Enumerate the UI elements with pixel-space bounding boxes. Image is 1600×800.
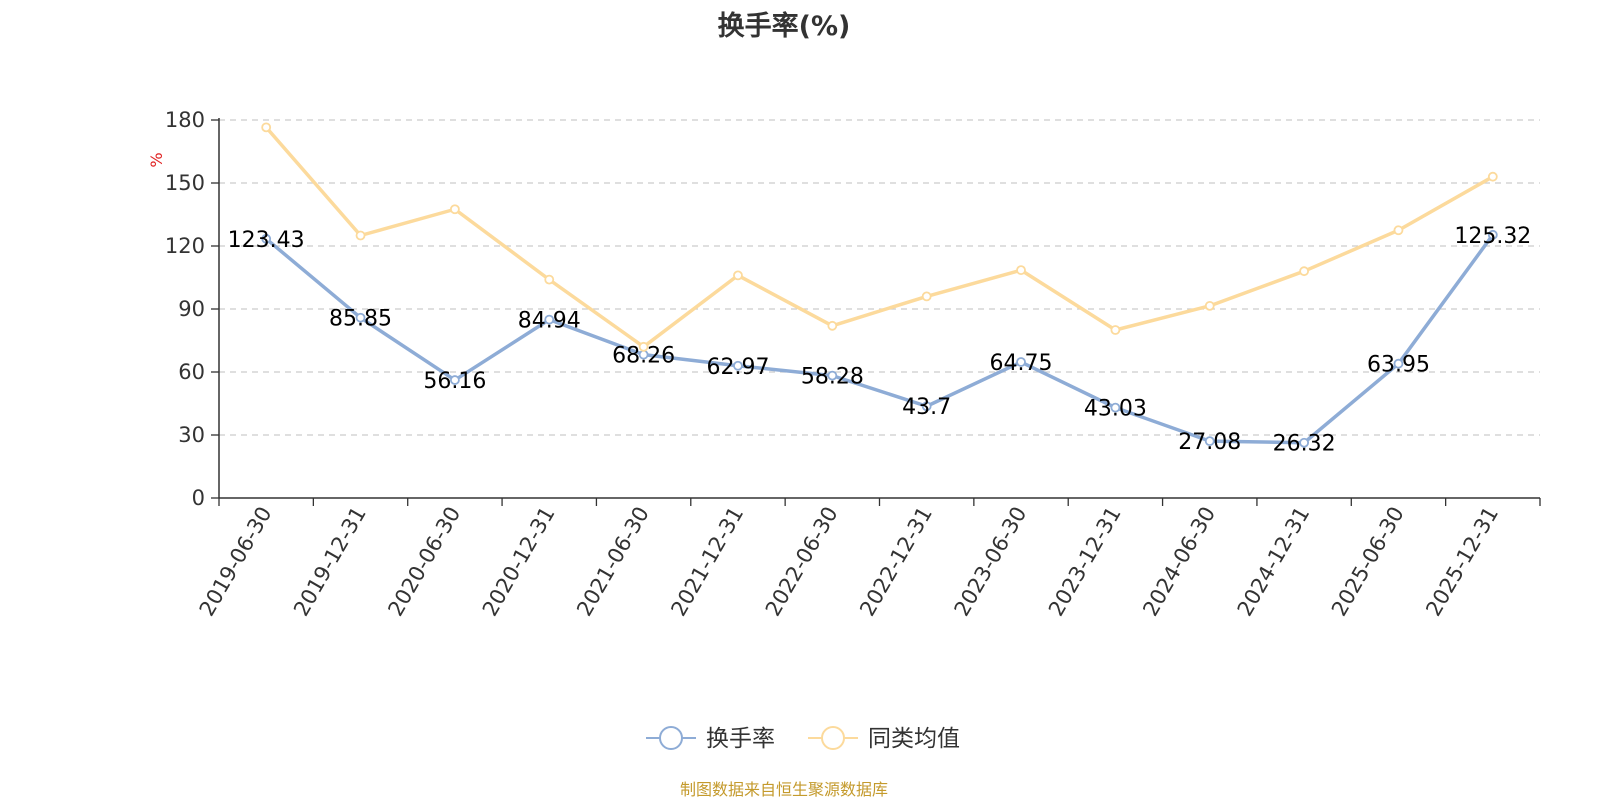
source-note: 制图数据来自恒生聚源数据库 (679, 780, 888, 799)
y-tick-label: 30 (178, 423, 205, 447)
data-label: 58.28 (801, 365, 864, 390)
data-point (1204, 300, 1215, 311)
x-tick-label: 2021-06-30 (572, 503, 654, 621)
data-label: 26.32 (1273, 432, 1336, 457)
axes (218, 118, 1540, 499)
data-point (1487, 229, 1498, 240)
x-tick-label: 2022-12-31 (855, 503, 937, 621)
series-line (264, 126, 1494, 349)
data-point (733, 360, 743, 371)
data-label: 27.08 (1178, 430, 1241, 455)
data-point (921, 291, 932, 302)
data-point (638, 341, 649, 352)
x-tick-label: 2019-12-31 (289, 503, 371, 621)
data-point (261, 233, 272, 244)
y-axis-ticks: 0 30 60 90 120 150 180 (165, 108, 219, 510)
data-label: 125.32 (1454, 224, 1531, 249)
legend-label: 换手率 (706, 726, 775, 752)
data-point (1299, 266, 1310, 277)
x-tick-label: 2022-06-30 (761, 503, 843, 621)
data-point (1393, 225, 1404, 236)
y-tick-label: 150 (165, 171, 205, 195)
data-point (544, 314, 555, 325)
series-points (261, 122, 1498, 448)
x-tick-label: 2024-12-31 (1233, 503, 1315, 621)
y-tick-label: 0 (192, 486, 205, 510)
x-tick-label: 2023-12-31 (1044, 503, 1126, 621)
y-tick-label: 90 (178, 297, 205, 321)
x-tick-label: 2025-12-31 (1421, 503, 1503, 621)
data-labels: 123.43 85.85 56.16 84.94 68.26 62.97 58.28 43.7… (228, 224, 1532, 457)
x-tick-label: 2025-06-30 (1327, 503, 1409, 621)
data-point (1016, 357, 1026, 367)
data-label: 56.16 (423, 369, 486, 394)
data-point (733, 270, 743, 281)
data-point (827, 320, 838, 331)
series-line (265, 233, 1495, 445)
x-tick-label: 2023-06-30 (950, 503, 1032, 621)
x-tick-label: 2021-12-31 (666, 503, 748, 621)
y-axis-unit: % (147, 152, 166, 167)
data-label: 123.43 (228, 228, 305, 253)
data-label: 85.85 (329, 307, 392, 332)
x-tick-label: 2020-06-30 (383, 502, 465, 620)
legend-label: 同类均值 (868, 726, 960, 752)
y-tick-label: 60 (178, 360, 205, 384)
data-point (261, 122, 272, 133)
data-point (1299, 437, 1310, 448)
grid-lines (219, 119, 1540, 436)
data-point (544, 274, 555, 285)
data-point (355, 312, 366, 323)
x-tick-label: 2024-06-30 (1138, 503, 1220, 621)
data-point (449, 375, 460, 385)
data-label: 62.97 (706, 355, 769, 380)
x-axis-ticks: 2019-06-30 2019-12-31 2020-06-30 2020-12-31… (195, 498, 1541, 621)
data-point (1487, 171, 1498, 182)
chart-title: 换手率(%) (717, 11, 851, 42)
data-label: 64.75 (990, 351, 1053, 376)
data-label: 84.94 (518, 309, 581, 334)
y-tick-label: 180 (165, 108, 205, 132)
series-lines (264, 126, 1495, 445)
legend: 换手率 同类均值 (646, 726, 960, 752)
data-point (1016, 265, 1026, 276)
data-label: 43.03 (1084, 397, 1147, 422)
data-label: 68.26 (612, 344, 675, 369)
data-point (827, 370, 838, 381)
data-point (355, 230, 366, 241)
legend-swatch-marker (821, 726, 845, 750)
data-point (1204, 436, 1215, 447)
legend-swatch-marker (659, 726, 683, 750)
data-point (449, 204, 460, 215)
data-point (921, 401, 932, 412)
y-tick-label: 120 (165, 234, 205, 258)
data-point (1110, 325, 1121, 335)
data-point (1393, 358, 1404, 369)
x-tick-label: 2020-12-31 (478, 503, 560, 621)
data-label: 63.95 (1367, 353, 1430, 378)
data-label: 43.7 (902, 395, 951, 420)
x-tick-label: 2019-06-30 (195, 503, 277, 621)
data-point (1110, 402, 1121, 413)
